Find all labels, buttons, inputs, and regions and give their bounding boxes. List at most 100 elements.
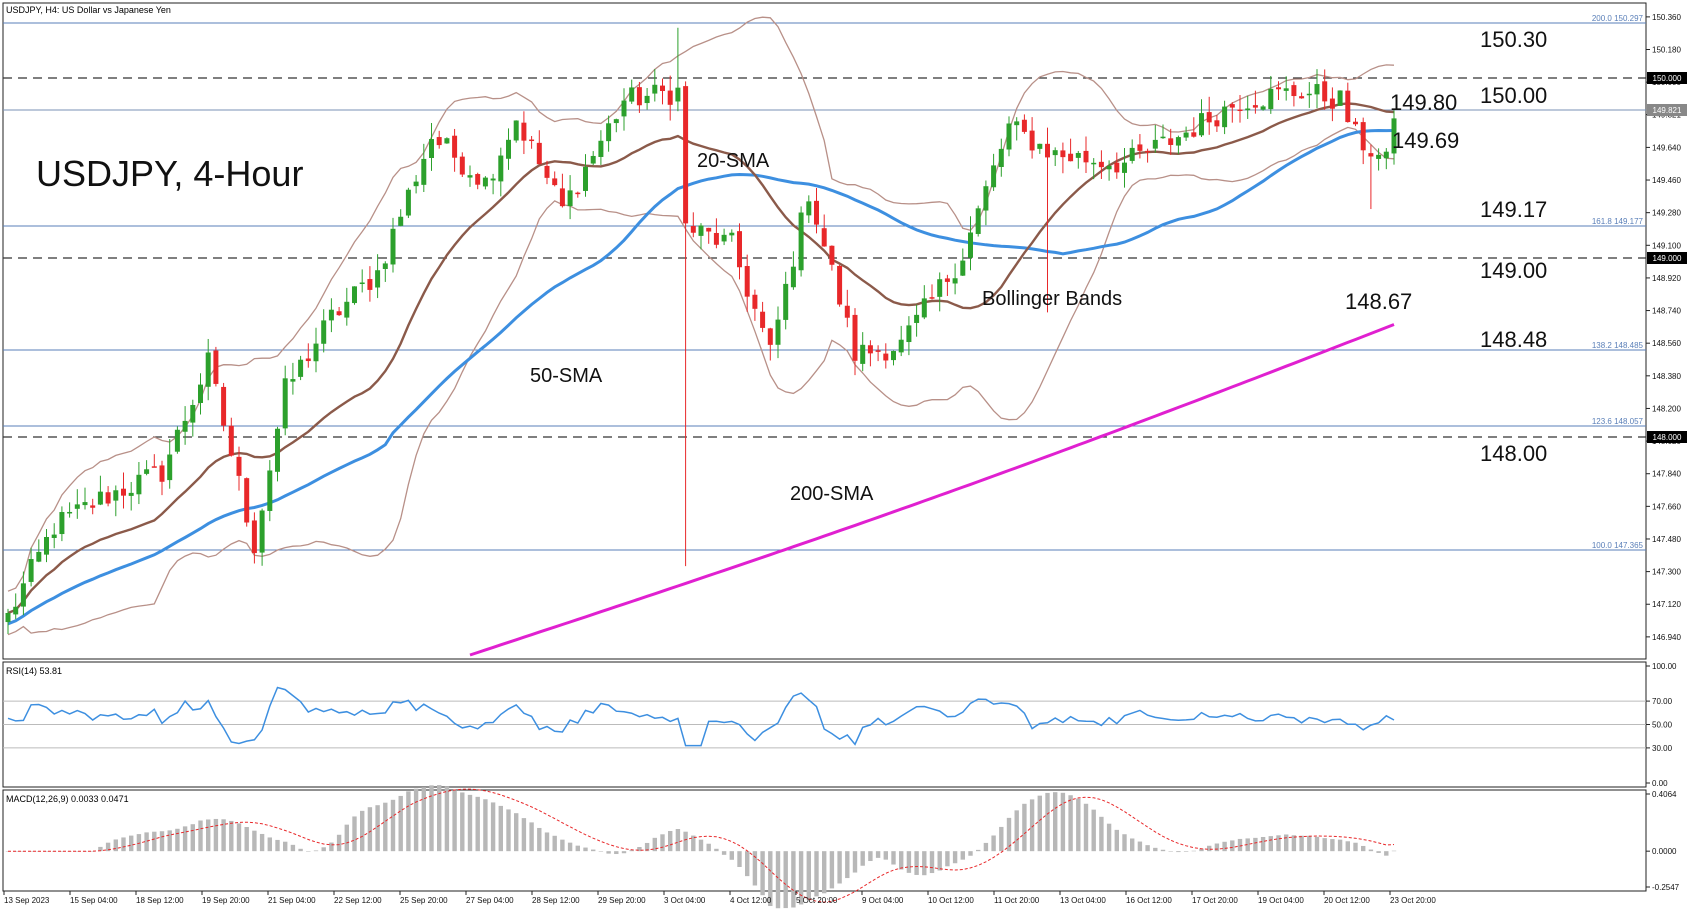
candle [706,227,712,244]
candle-body [13,606,19,615]
macd-bar [952,851,958,864]
candle-body [313,343,319,362]
x-tick-label: 28 Sep 12:00 [532,896,580,905]
macd-bar [652,837,657,852]
candle-body [1137,144,1143,151]
candle [1245,95,1251,119]
macd-bar [999,826,1004,852]
x-tick-label: 13 Sep 2023 [4,896,50,905]
candle [1383,148,1389,170]
x-tick-label: 11 Oct 20:00 [994,896,1040,905]
candle [991,153,997,191]
macd-bar [306,851,311,852]
candle-body [921,298,927,318]
macd-bar [113,839,118,852]
candle-body [1237,109,1243,112]
candle-body [1322,81,1328,102]
macd-indicator [5,785,1397,909]
macd-bar [1168,851,1173,852]
candle-body [1021,119,1027,132]
candle-body [1145,150,1151,153]
candle [1252,90,1258,114]
candle [1191,117,1197,138]
candle [290,362,296,395]
candle-body [159,465,165,482]
x-tick-label: 19 Oct 04:00 [1258,896,1304,905]
candle [475,172,481,190]
candle-body [914,314,920,323]
macd-bar [1345,841,1350,852]
candle [1160,124,1166,139]
candle [552,171,558,187]
macd-bar [236,823,242,852]
candle-body [20,583,26,607]
candle-body [382,263,388,269]
macd-bar [668,831,673,852]
macd-bar [752,851,758,886]
candle-body [852,314,858,361]
macd-bar [745,851,750,877]
candle-body [436,137,442,146]
candle [444,137,450,144]
candle [20,571,26,616]
candle [506,128,511,170]
candle [721,228,727,246]
macd-bar [1037,795,1042,852]
candle [1045,127,1050,313]
candle [860,332,866,372]
candle-body [1276,87,1281,90]
y-tick-label: 149.280 [1652,209,1681,218]
macd-bar [1307,835,1312,852]
candle-body [1129,147,1135,161]
candle [760,301,766,333]
macd-bar [1122,834,1127,852]
y-tick-label: 148.200 [1652,404,1681,413]
candle-body [1168,138,1174,145]
x-tick-label: 16 Oct 12:00 [1126,896,1172,905]
candle [36,539,42,563]
x-tick-label: 13 Oct 04:00 [1060,896,1106,905]
macd-bar [1191,850,1196,852]
rsi-label: RSI(14) 53.81 [6,666,62,676]
macd-bar [283,841,288,852]
candle-body [121,488,126,496]
candle [675,27,681,112]
candle-body [82,502,88,506]
candle [151,454,157,468]
candle [713,218,719,249]
candle-body [482,177,488,187]
candle [1391,110,1397,165]
y-tick-label: 147.480 [1652,535,1681,544]
candle-body [567,190,573,207]
macd-bar [167,830,172,852]
candle [583,154,588,197]
candle-body [228,425,234,456]
macd-bar [352,816,357,852]
candle [1283,76,1289,101]
x-tick-label: 5 Oct 20:00 [796,896,838,905]
candle [321,309,327,353]
macd-bar [1214,843,1220,852]
macd-bar [852,851,858,873]
candle-body [1091,162,1097,165]
candle [190,399,196,437]
candle-body [1114,162,1120,173]
macd-bar [1284,834,1289,852]
candle [282,365,288,436]
macd-bar [929,851,935,874]
macd-bar [806,851,811,900]
macd-bar [460,792,465,852]
sma50-label: 50-SMA [530,365,603,387]
candle [1168,128,1174,155]
candle [305,343,311,368]
fib-labels: 200.0 150.297 161.8 149.177 138.2 148.48… [1592,14,1644,550]
candle [90,498,96,515]
candle [1068,138,1074,162]
candle [1083,136,1089,174]
candle-body [952,278,958,284]
macd-bar [1076,798,1081,852]
macd-bar [567,842,573,852]
candle [1322,69,1328,110]
level-15000: 150.00 [1480,83,1547,108]
